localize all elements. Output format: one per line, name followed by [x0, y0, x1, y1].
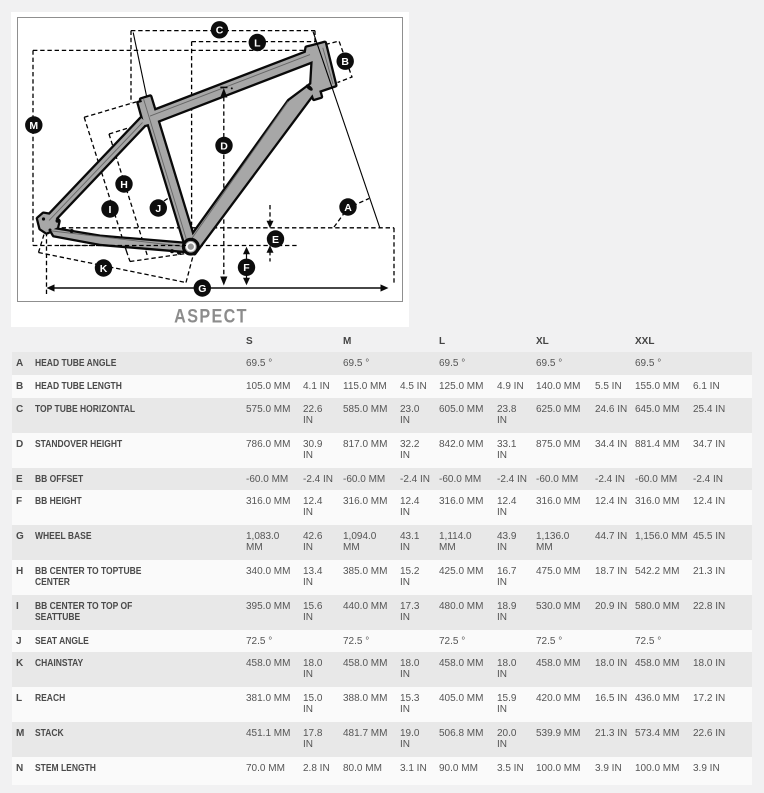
svg-text:J: J — [155, 203, 161, 215]
svg-text:B: B — [341, 56, 349, 68]
svg-text:F: F — [243, 262, 250, 274]
svg-text:ASPECT: ASPECT — [174, 305, 248, 327]
svg-text:E: E — [272, 234, 279, 246]
svg-text:C: C — [216, 25, 224, 37]
svg-text:A: A — [344, 202, 352, 214]
svg-text:I: I — [109, 204, 112, 216]
svg-text:H: H — [120, 179, 128, 191]
svg-text:M: M — [29, 120, 38, 132]
svg-text:L: L — [254, 37, 261, 49]
svg-text:K: K — [100, 263, 108, 275]
svg-text:G: G — [198, 283, 206, 295]
svg-text:D: D — [220, 140, 228, 152]
